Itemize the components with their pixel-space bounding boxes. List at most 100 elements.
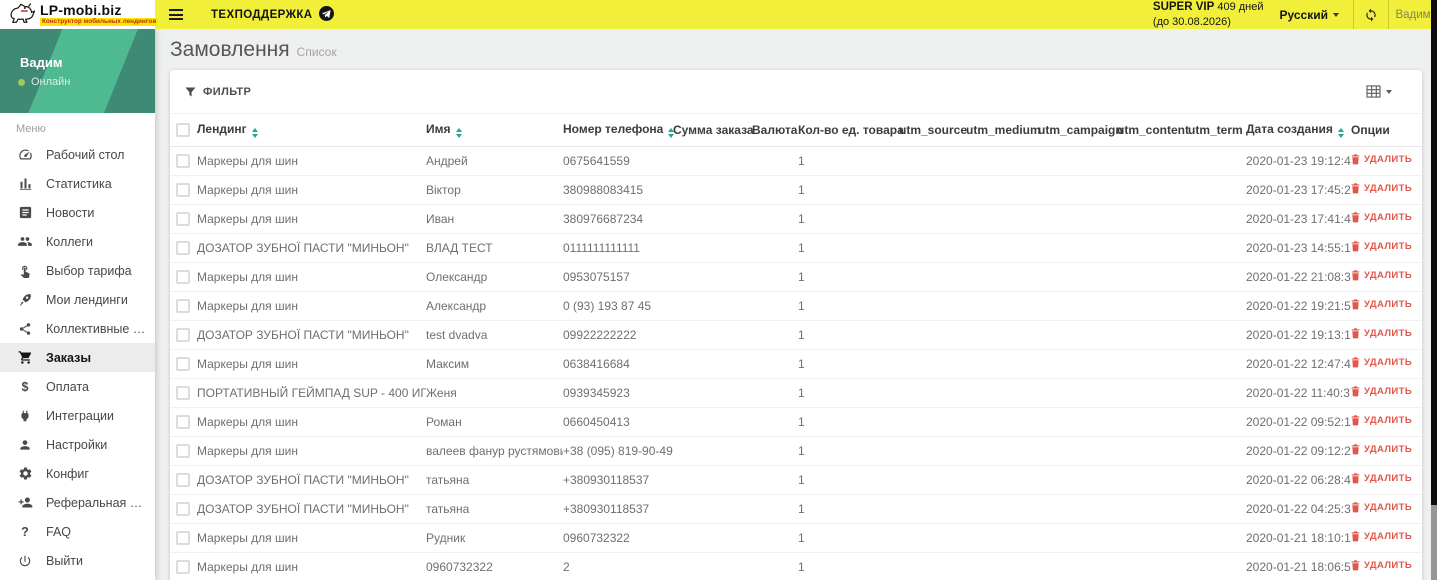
- cell-utm_content: [1117, 465, 1188, 495]
- cell-select: [170, 349, 197, 379]
- cell-utm_medium: [966, 175, 1038, 205]
- sort-icon[interactable]: [668, 128, 675, 138]
- delete-button[interactable]: УДАЛИТЬ: [1351, 531, 1412, 542]
- delete-button[interactable]: УДАЛИТЬ: [1351, 183, 1412, 194]
- support-label: ТЕХПОДДЕРЖКА: [211, 8, 313, 21]
- delete-button[interactable]: УДАЛИТЬ: [1351, 270, 1412, 281]
- delete-button[interactable]: УДАЛИТЬ: [1351, 473, 1412, 484]
- sidebar-item-tariff[interactable]: Выбор тарифа: [0, 256, 155, 285]
- support-button[interactable]: ТЕХПОДДЕРЖКА: [211, 0, 334, 29]
- column-label: Кол-во ед. товара: [798, 122, 904, 137]
- trash-icon: [1351, 240, 1360, 251]
- plan-name: SUPER VIP: [1152, 0, 1215, 13]
- row-checkbox[interactable]: [176, 530, 190, 545]
- cell-options: УДАЛИТЬ: [1351, 349, 1422, 379]
- cell-utm_content: [1117, 262, 1188, 292]
- cell-utm_content: [1117, 349, 1188, 379]
- cell-utm_source: [899, 262, 966, 292]
- delete-button[interactable]: УДАЛИТЬ: [1351, 154, 1412, 165]
- delete-button[interactable]: УДАЛИТЬ: [1351, 357, 1412, 368]
- column-header-phone[interactable]: Номер телефона: [563, 113, 675, 147]
- logo[interactable]: LP-mobi.biz Конструктор мобильных лендин…: [0, 0, 159, 29]
- delete-button[interactable]: УДАЛИТЬ: [1351, 386, 1412, 397]
- page-subtitle: Список: [296, 45, 337, 59]
- sidebar-user-name: Вадим: [20, 55, 63, 70]
- cell-landing: Маркеры для шин: [197, 291, 426, 321]
- cell-name: Віктор: [426, 175, 563, 205]
- row-checkbox[interactable]: [176, 501, 190, 516]
- delete-button[interactable]: УДАЛИТЬ: [1351, 502, 1412, 513]
- sidebar-item-news[interactable]: Новости: [0, 198, 155, 227]
- sidebar-item-logout[interactable]: Выйти: [0, 546, 155, 575]
- topbar-username[interactable]: Вадим: [1395, 8, 1431, 21]
- sort-icon[interactable]: [455, 128, 462, 138]
- row-checkbox[interactable]: [176, 443, 190, 458]
- select-all-checkbox[interactable]: [176, 122, 190, 137]
- sidebar-item-referral[interactable]: Реферальная программа: [0, 488, 155, 517]
- delete-button[interactable]: УДАЛИТЬ: [1351, 212, 1412, 223]
- sidebar-item-label: Мои лендинги: [46, 292, 128, 307]
- sidebar-item-integrations[interactable]: Интеграции: [0, 401, 155, 430]
- dollar-icon: $: [21, 379, 29, 394]
- column-settings-button[interactable]: [1366, 85, 1392, 98]
- cell-currency: [752, 262, 798, 292]
- row-checkbox[interactable]: [176, 153, 190, 168]
- cell-phone: 0 (93) 193 87 45: [563, 291, 673, 321]
- row-checkbox[interactable]: [176, 385, 190, 400]
- column-label: utm_term: [1188, 122, 1243, 137]
- row-checkbox[interactable]: [176, 240, 190, 255]
- sidebar-item-orders[interactable]: Заказы: [0, 343, 155, 372]
- hamburger-menu-icon[interactable]: [155, 0, 197, 29]
- cell-utm_term: [1188, 552, 1246, 580]
- sidebar-item-config[interactable]: Конфиг: [0, 459, 155, 488]
- row-checkbox[interactable]: [176, 559, 190, 574]
- sidebar-item-statistics[interactable]: Статистика: [0, 169, 155, 198]
- sidebar-item-settings[interactable]: Настройки: [0, 430, 155, 459]
- sidebar-item-colleagues[interactable]: Коллеги: [0, 227, 155, 256]
- row-checkbox[interactable]: [176, 269, 190, 284]
- cell-date: 2020-01-22 12:47:43: [1246, 349, 1351, 379]
- sidebar-item-faq[interactable]: ? FAQ: [0, 517, 155, 546]
- sidebar-item-my-landings[interactable]: Мои лендинги: [0, 285, 155, 314]
- vertical-scrollbar[interactable]: [1431, 0, 1437, 580]
- scrollbar-thumb[interactable]: [1431, 0, 1437, 505]
- refresh-icon: [1366, 8, 1376, 21]
- delete-button[interactable]: УДАЛИТЬ: [1351, 241, 1412, 252]
- language-selector[interactable]: Русский: [1280, 8, 1339, 22]
- sort-icon[interactable]: [251, 128, 258, 138]
- cell-sum: [673, 378, 752, 408]
- cell-landing: ПОРТАТИВНЫЙ ГЕЙМПАД SUP - 400 ИГР В 1: [197, 378, 426, 408]
- row-checkbox[interactable]: [176, 211, 190, 226]
- row-checkbox[interactable]: [176, 182, 190, 197]
- refresh-button[interactable]: [1354, 0, 1388, 29]
- cell-utm_campaign: [1038, 175, 1117, 205]
- delete-button[interactable]: УДАЛИТЬ: [1351, 328, 1412, 339]
- column-header-date[interactable]: Дата создания: [1246, 113, 1351, 147]
- delete-button[interactable]: УДАЛИТЬ: [1351, 444, 1412, 455]
- cell-date: 2020-01-23 19:12:43: [1246, 146, 1351, 176]
- row-checkbox[interactable]: [176, 472, 190, 487]
- cell-select: [170, 465, 197, 495]
- row-checkbox[interactable]: [176, 298, 190, 313]
- trash-icon: [1351, 269, 1360, 280]
- person-icon: [17, 438, 33, 452]
- column-header-landing[interactable]: Лендинг: [197, 113, 426, 147]
- row-checkbox[interactable]: [176, 327, 190, 342]
- row-checkbox[interactable]: [176, 414, 190, 429]
- sidebar-item-payment[interactable]: $ Оплата: [0, 372, 155, 401]
- cell-qty: 1: [798, 436, 899, 466]
- delete-button[interactable]: УДАЛИТЬ: [1351, 560, 1412, 571]
- cell-landing: Маркеры для шин: [197, 146, 426, 176]
- delete-button[interactable]: УДАЛИТЬ: [1351, 299, 1412, 310]
- cart-icon: [17, 350, 33, 365]
- filter-button[interactable]: ФИЛЬТР: [185, 86, 251, 98]
- cell-date: 2020-01-22 06:28:49: [1246, 465, 1351, 495]
- cell-qty: 1: [798, 204, 899, 234]
- column-header-name[interactable]: Имя: [426, 113, 563, 147]
- trash-icon: [1351, 298, 1360, 309]
- sort-icon[interactable]: [1337, 128, 1344, 138]
- sidebar-item-dashboard[interactable]: Рабочий стол: [0, 140, 155, 169]
- delete-button[interactable]: УДАЛИТЬ: [1351, 415, 1412, 426]
- row-checkbox[interactable]: [176, 356, 190, 371]
- sidebar-item-collective-landings[interactable]: Коллективные лендинги: [0, 314, 155, 343]
